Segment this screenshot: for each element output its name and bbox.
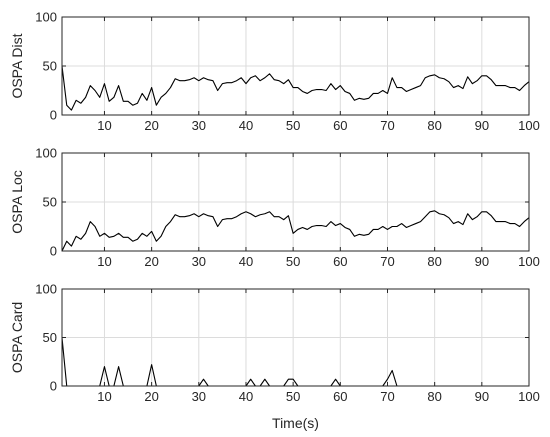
x-tick-label: 80 xyxy=(427,254,441,269)
x-tick-label: 50 xyxy=(286,254,300,269)
x-tick-label: 40 xyxy=(239,389,253,404)
x-tick-label: 100 xyxy=(518,118,540,133)
x-tick-label: 20 xyxy=(144,389,158,404)
x-tick-label: 70 xyxy=(380,254,394,269)
x-tick-label: 20 xyxy=(144,118,158,133)
y-axis-label: OSPA Loc xyxy=(9,170,25,234)
x-axis-label: Time(s) xyxy=(272,415,319,431)
x-tick-label: 100 xyxy=(518,389,540,404)
y-tick-label: 100 xyxy=(35,282,57,297)
x-tick-label: 60 xyxy=(333,254,347,269)
y-tick-label: 50 xyxy=(43,59,57,74)
y-tick-label: 0 xyxy=(50,244,57,259)
x-tick-label: 30 xyxy=(192,118,206,133)
x-tick-label: 90 xyxy=(475,389,489,404)
x-tick-label: 60 xyxy=(333,389,347,404)
x-tick-label: 100 xyxy=(518,254,540,269)
x-tick-label: 60 xyxy=(333,118,347,133)
x-tick-label: 90 xyxy=(475,254,489,269)
y-axis-label: OSPA Card xyxy=(9,302,25,373)
x-tick-label: 40 xyxy=(239,118,253,133)
x-tick-label: 10 xyxy=(97,254,111,269)
x-tick-label: 10 xyxy=(97,389,111,404)
x-tick-label: 30 xyxy=(192,254,206,269)
y-axis-label: OSPA Dist xyxy=(9,33,25,98)
y-tick-label: 50 xyxy=(43,195,57,210)
y-tick-label: 0 xyxy=(50,108,57,123)
series-line-1 xyxy=(61,65,530,111)
x-tick-label: 30 xyxy=(192,389,206,404)
x-tick-label: 10 xyxy=(97,118,111,133)
y-tick-label: 100 xyxy=(35,10,57,25)
series-line-2 xyxy=(61,210,530,252)
x-tick-label: 90 xyxy=(475,118,489,133)
x-tick-label: 80 xyxy=(427,118,441,133)
y-tick-label: 0 xyxy=(50,379,57,394)
x-tick-label: 20 xyxy=(144,254,158,269)
x-tick-label: 70 xyxy=(380,118,394,133)
y-tick-label: 50 xyxy=(43,330,57,345)
y-tick-label: 100 xyxy=(35,146,57,161)
x-tick-label: 40 xyxy=(239,254,253,269)
x-tick-label: 70 xyxy=(380,389,394,404)
x-tick-label: 50 xyxy=(286,118,300,133)
x-tick-label: 50 xyxy=(286,389,300,404)
x-tick-label: 80 xyxy=(427,389,441,404)
